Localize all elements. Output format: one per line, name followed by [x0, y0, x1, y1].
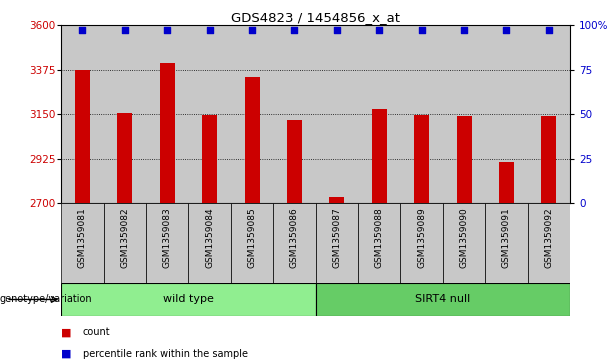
Bar: [499, 162, 514, 203]
Bar: [273, 203, 316, 283]
Bar: [146, 203, 189, 283]
Text: percentile rank within the sample: percentile rank within the sample: [83, 348, 248, 359]
Text: GSM1359084: GSM1359084: [205, 207, 214, 268]
Bar: [414, 115, 429, 203]
Bar: [61, 25, 104, 203]
Text: GSM1359087: GSM1359087: [332, 207, 341, 268]
Bar: [541, 116, 557, 203]
Text: GSM1359086: GSM1359086: [290, 207, 299, 268]
Text: ■: ■: [61, 348, 72, 359]
Bar: [528, 203, 570, 283]
Text: GSM1359092: GSM1359092: [544, 207, 554, 268]
Bar: [118, 113, 132, 203]
Bar: [245, 77, 259, 203]
Point: [205, 27, 215, 33]
Text: count: count: [83, 327, 110, 337]
Bar: [457, 116, 471, 203]
Point: [375, 27, 384, 33]
Text: GSM1359085: GSM1359085: [248, 207, 257, 268]
Bar: [400, 25, 443, 203]
Bar: [231, 25, 273, 203]
Text: SIRT4 null: SIRT4 null: [415, 294, 471, 305]
Bar: [61, 283, 316, 316]
Bar: [485, 25, 528, 203]
Text: wild type: wild type: [163, 294, 214, 305]
Bar: [146, 25, 189, 203]
Text: GSM1359083: GSM1359083: [163, 207, 172, 268]
Bar: [104, 203, 146, 283]
Text: GSM1359091: GSM1359091: [502, 207, 511, 268]
Bar: [316, 25, 358, 203]
Point: [78, 27, 88, 33]
Text: GSM1359090: GSM1359090: [460, 207, 468, 268]
Point: [417, 27, 427, 33]
Bar: [231, 203, 273, 283]
Point: [247, 27, 257, 33]
Text: GSM1359089: GSM1359089: [417, 207, 426, 268]
Bar: [316, 283, 570, 316]
Text: GSM1359088: GSM1359088: [375, 207, 384, 268]
Point: [162, 27, 172, 33]
Point: [332, 27, 342, 33]
Bar: [358, 203, 400, 283]
Text: GSM1359082: GSM1359082: [120, 207, 129, 268]
Title: GDS4823 / 1454856_x_at: GDS4823 / 1454856_x_at: [231, 11, 400, 24]
Bar: [443, 203, 485, 283]
Bar: [75, 70, 90, 203]
Bar: [329, 197, 345, 203]
Bar: [316, 203, 358, 283]
Bar: [104, 25, 146, 203]
Point: [501, 27, 511, 33]
Point: [544, 27, 554, 33]
Bar: [485, 203, 528, 283]
Text: ■: ■: [61, 327, 72, 337]
Bar: [400, 203, 443, 283]
Bar: [528, 25, 570, 203]
Bar: [273, 25, 316, 203]
Bar: [61, 203, 104, 283]
Bar: [358, 25, 400, 203]
Point: [459, 27, 469, 33]
Bar: [189, 25, 231, 203]
Text: genotype/variation: genotype/variation: [0, 294, 93, 305]
Point: [289, 27, 299, 33]
Text: GSM1359081: GSM1359081: [78, 207, 87, 268]
Bar: [189, 203, 231, 283]
Bar: [287, 120, 302, 203]
Bar: [160, 63, 175, 203]
Point: [120, 27, 130, 33]
Bar: [443, 25, 485, 203]
Bar: [372, 109, 387, 203]
Bar: [202, 115, 217, 203]
